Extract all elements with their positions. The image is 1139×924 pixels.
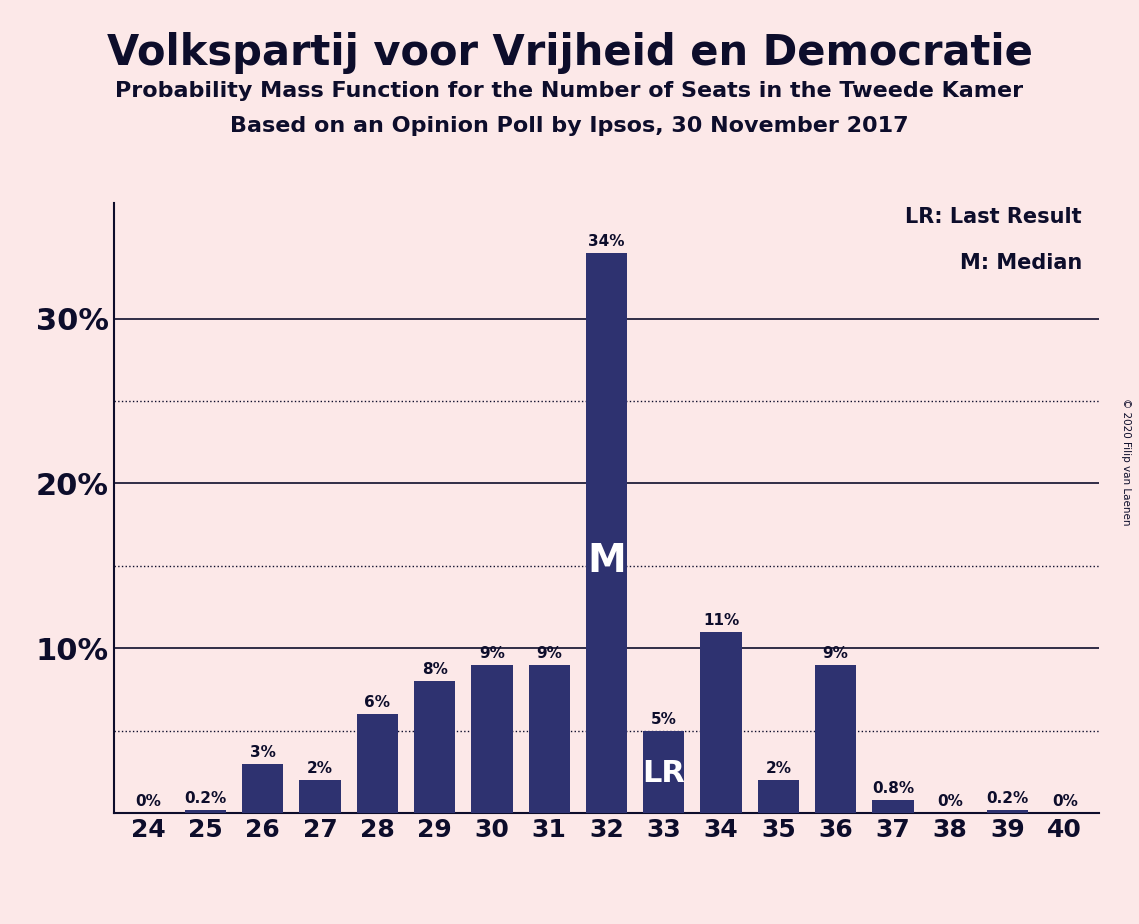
- Text: 6%: 6%: [364, 695, 391, 711]
- Bar: [472, 664, 513, 813]
- Text: © 2020 Filip van Laenen: © 2020 Filip van Laenen: [1121, 398, 1131, 526]
- Text: 11%: 11%: [703, 613, 739, 627]
- Text: Based on an Opinion Poll by Ipsos, 30 November 2017: Based on an Opinion Poll by Ipsos, 30 No…: [230, 116, 909, 136]
- Text: 3%: 3%: [249, 745, 276, 760]
- Text: Probability Mass Function for the Number of Seats in the Tweede Kamer: Probability Mass Function for the Number…: [115, 81, 1024, 102]
- Text: 0.2%: 0.2%: [185, 791, 227, 806]
- Text: 5%: 5%: [650, 711, 677, 726]
- Text: 0%: 0%: [937, 794, 964, 809]
- Text: 9%: 9%: [536, 646, 563, 661]
- Text: Volkspartij voor Vrijheid en Democratie: Volkspartij voor Vrijheid en Democratie: [107, 32, 1032, 74]
- Bar: [986, 809, 1029, 813]
- Text: LR: Last Result: LR: Last Result: [906, 207, 1082, 226]
- Bar: [415, 681, 456, 813]
- Text: 0.2%: 0.2%: [986, 791, 1029, 806]
- Bar: [700, 632, 741, 813]
- Text: 34%: 34%: [588, 234, 625, 249]
- Text: 0.8%: 0.8%: [871, 781, 913, 796]
- Bar: [185, 809, 227, 813]
- Text: 8%: 8%: [421, 663, 448, 677]
- Text: M: M: [587, 542, 626, 580]
- Bar: [872, 800, 913, 813]
- Bar: [243, 763, 284, 813]
- Text: 0%: 0%: [136, 794, 162, 809]
- Text: 2%: 2%: [308, 761, 333, 776]
- Text: 9%: 9%: [822, 646, 849, 661]
- Bar: [585, 253, 628, 813]
- Bar: [300, 780, 341, 813]
- Bar: [757, 780, 798, 813]
- Text: 2%: 2%: [765, 761, 792, 776]
- Text: LR: LR: [642, 759, 686, 788]
- Bar: [528, 664, 570, 813]
- Text: M: Median: M: Median: [960, 253, 1082, 273]
- Bar: [357, 714, 398, 813]
- Bar: [816, 664, 857, 813]
- Text: 0%: 0%: [1051, 794, 1077, 809]
- Text: 9%: 9%: [480, 646, 505, 661]
- Bar: [644, 731, 685, 813]
